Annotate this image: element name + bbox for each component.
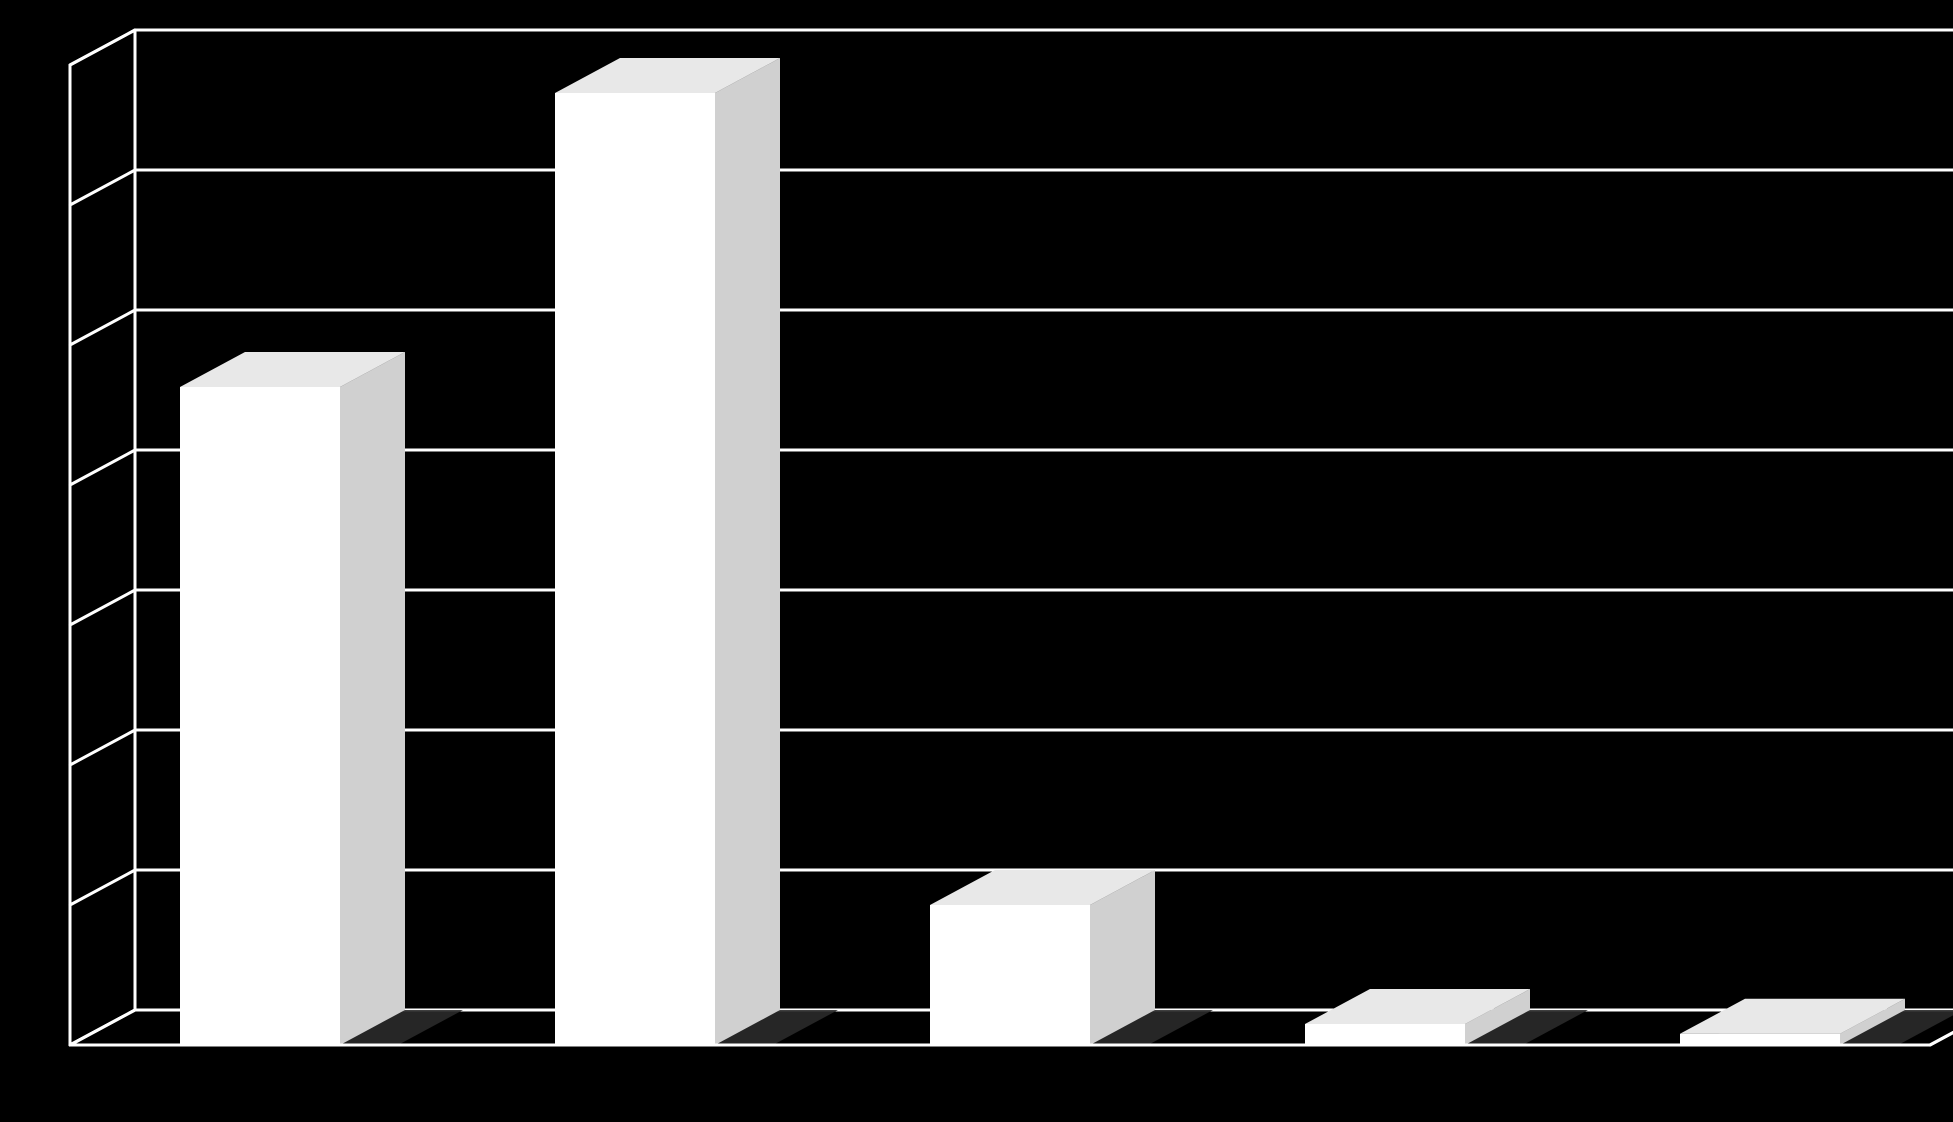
bar-chart-3d xyxy=(0,0,1953,1122)
